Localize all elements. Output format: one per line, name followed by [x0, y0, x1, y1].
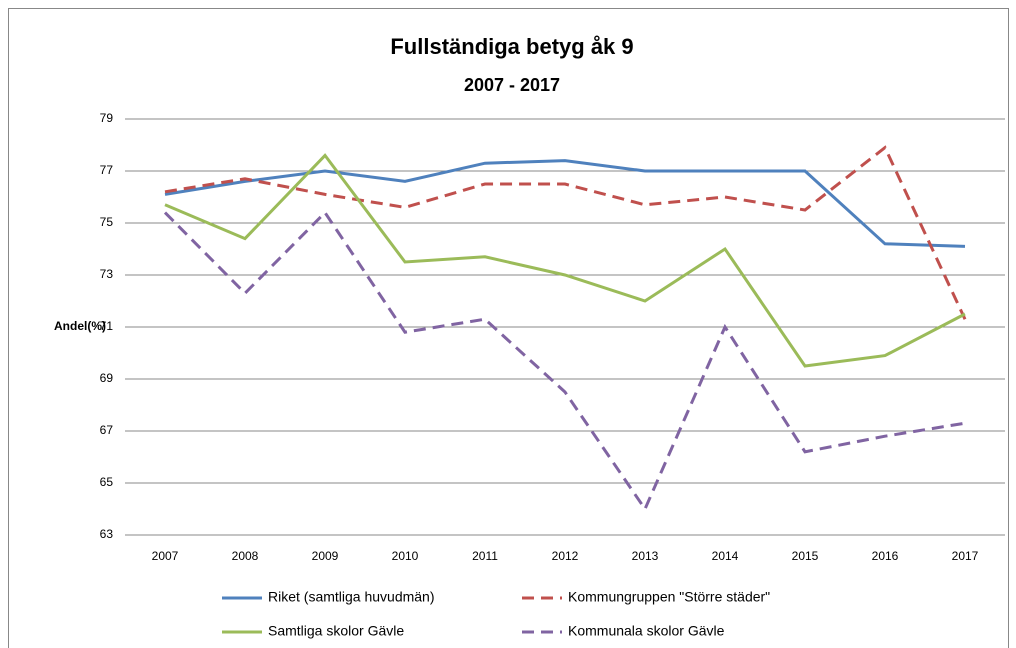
legend-label: Kommunala skolor Gävle: [568, 623, 725, 639]
x-tick-label: 2013: [632, 549, 659, 563]
y-tick-label: 69: [100, 371, 114, 385]
y-tick-label: 63: [100, 527, 114, 541]
legend-label: Samtliga skolor Gävle: [268, 623, 404, 639]
series-line: [164, 153, 966, 368]
y-tick-label: 75: [100, 215, 114, 229]
x-tick-label: 2016: [872, 549, 899, 563]
y-axis-label: Andel(%): [54, 319, 106, 333]
x-tick-label: 2010: [392, 549, 419, 563]
series-line: [164, 159, 966, 248]
x-tick-label: 2009: [312, 549, 339, 563]
x-tick-label: 2017: [952, 549, 979, 563]
x-tick-label: 2012: [552, 549, 579, 563]
x-tick-label: 2014: [712, 549, 739, 563]
y-tick-label: 67: [100, 423, 114, 437]
x-tick-label: 2007: [152, 549, 179, 563]
series-line: [164, 145, 967, 320]
chart-subtitle: 2007 - 2017: [464, 75, 560, 95]
chart-frame: [8, 8, 1009, 648]
y-tick-label: 65: [100, 475, 114, 489]
legend-label: Riket (samtliga huvudmän): [268, 589, 435, 605]
y-tick-label: 77: [100, 163, 114, 177]
x-tick-label: 2011: [472, 549, 498, 563]
y-tick-label: 71: [100, 319, 114, 333]
y-tick-label: 73: [100, 267, 114, 281]
y-tick-label: 79: [100, 111, 114, 125]
chart-title: Fullständiga betyg åk 9: [390, 34, 633, 59]
x-tick-label: 2008: [232, 549, 259, 563]
series-line: [163, 210, 966, 513]
legend-label: Kommungruppen "Större städer": [568, 589, 770, 605]
x-tick-label: 2015: [792, 549, 819, 563]
